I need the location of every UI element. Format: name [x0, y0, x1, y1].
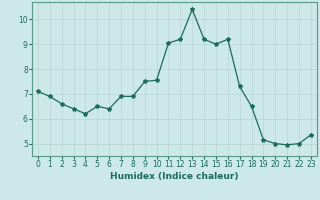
- X-axis label: Humidex (Indice chaleur): Humidex (Indice chaleur): [110, 172, 239, 181]
